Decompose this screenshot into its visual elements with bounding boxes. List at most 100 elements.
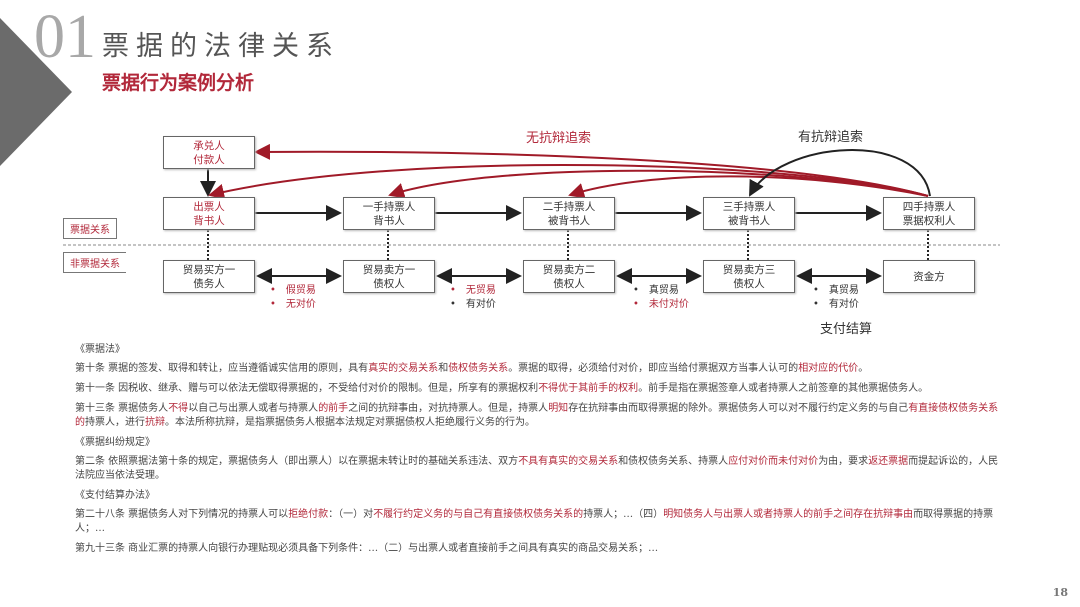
note-item: 有对价 xyxy=(813,298,859,312)
page-title: 票据的法律关系 xyxy=(102,31,340,62)
article-text: 。 xyxy=(858,363,869,374)
seller-1-box: 贸易卖方一 债权人 xyxy=(343,260,435,293)
article-text: 第九十三条 商业汇票的持票人向银行办理贴现必须具备下列条件：…（二）与出票人或者… xyxy=(75,543,659,554)
highlighted-text: 明知债务人与出票人或者持票人的前手之间存在抗辩事由 xyxy=(663,509,914,520)
article-text: 为由，要求 xyxy=(818,456,869,467)
box-line: 承兑人 xyxy=(193,139,225,152)
highlighted-text: 真实的交易关系 xyxy=(368,363,439,374)
highlighted-text: 抗辩 xyxy=(145,417,165,428)
box-line: 出票人 xyxy=(193,200,225,213)
box-line: 三手持票人 xyxy=(722,200,776,213)
gap-note-2: 无贸易有对价 xyxy=(450,284,496,312)
law-article: 第十一条 因税收、继承、赠与可以依法无偿取得票据的，不受给付对价的限制。但是，所… xyxy=(75,382,1000,396)
highlighted-text: 明知 xyxy=(548,403,569,414)
box-line: 债权人 xyxy=(553,277,585,290)
note-item: 真贸易 xyxy=(813,284,859,298)
note-item: 无贸易 xyxy=(450,284,496,298)
law-source-title: 《票据法》 xyxy=(75,344,125,355)
article-text: 。本法所称抗辩，是指票据债务人根据本法规定对票据债权人拒绝履行义务的行为。 xyxy=(165,417,535,428)
article-text: 第二十八条 票据债务人对下列情况的持票人可以 xyxy=(75,509,289,520)
highlighted-text: 返还票据 xyxy=(868,456,909,467)
box-line: 付款人 xyxy=(193,153,225,166)
box-line: 四手持票人 xyxy=(902,200,956,213)
highlighted-text: 相对应的代价 xyxy=(798,363,859,374)
highlighted-text: 不得 xyxy=(168,403,189,414)
section-number: 01 xyxy=(34,3,96,71)
gap-note-1: 假贸易无对价 xyxy=(270,284,316,312)
non-bill-relation-label: 非票据关系 xyxy=(63,252,126,273)
highlighted-text: 不具有真实的交易关系 xyxy=(518,456,619,467)
article-text: 而取得票据的持票人；… xyxy=(75,509,994,534)
holder-4-box: 四手持票人 票据权利人 xyxy=(883,197,975,230)
holder-2-box: 二手持票人 被背书人 xyxy=(523,197,615,230)
highlighted-text: 债权债务关系 xyxy=(448,363,509,374)
no-defense-recourse-label: 无抗辩追索 xyxy=(526,131,592,146)
law-article: 第九十三条 商业汇票的持票人向银行办理贴现必须具备下列条件：…（二）与出票人或者… xyxy=(75,542,1000,556)
diagram-connectors xyxy=(63,143,1000,284)
article-text: ：（一）对 xyxy=(328,509,374,520)
law-excerpts: 《票据法》第十条 票据的签发、取得和转让，应当遵循诚实信用的原则，具有真实的交易… xyxy=(75,343,1000,562)
article-text: 。前手是指在票据签章人或者持票人之前签章的其他票据债务人。 xyxy=(638,383,929,394)
gap-note-4: 真贸易有对价 xyxy=(813,284,859,312)
holder-3-box: 三手持票人 被背书人 xyxy=(703,197,795,230)
note-item: 真贸易 xyxy=(633,284,689,298)
note-item: 有对价 xyxy=(450,298,496,312)
buyer-box: 贸易买方一 债务人 xyxy=(163,260,255,293)
highlighted-text: 应付对价而未付对价 xyxy=(728,456,819,467)
box-line: 债权人 xyxy=(373,277,405,290)
decorative-triangle xyxy=(0,18,72,166)
box-line: 贸易卖方一 xyxy=(362,263,416,276)
box-line: 二手持票人 xyxy=(542,200,596,213)
page-subtitle: 票据行为案例分析 xyxy=(102,72,255,94)
highlighted-text: 有直接债权债务关系的 xyxy=(75,403,999,428)
bill-relation-label: 票据关系 xyxy=(63,218,117,239)
box-line: 贸易买方一 xyxy=(182,263,236,276)
article-text: 以自己与出票人或者与持票人 xyxy=(188,403,319,414)
article-text: 和债权债务关系、持票人 xyxy=(618,456,729,467)
note-item: 假贸易 xyxy=(270,284,316,298)
box-line: 被背书人 xyxy=(548,214,590,227)
page-number: 18 xyxy=(1052,586,1068,599)
article-text: 和 xyxy=(438,363,449,374)
box-line: 债务人 xyxy=(193,277,225,290)
article-text: 第十条 票据的签发、取得和转让，应当遵循诚实信用的原则，具有 xyxy=(75,363,369,374)
box-line: 被背书人 xyxy=(728,214,770,227)
holder-1-box: 一手持票人 背书人 xyxy=(343,197,435,230)
box-line: 背书人 xyxy=(373,214,405,227)
highlighted-text: 的前手 xyxy=(318,403,349,414)
box-line: 债权人 xyxy=(733,277,765,290)
box-line: 一手持票人 xyxy=(362,200,416,213)
box-line: 贸易卖方三 xyxy=(722,263,776,276)
seller-2-box: 贸易卖方二 债权人 xyxy=(523,260,615,293)
law-source-title: 《支付结算办法》 xyxy=(75,490,155,501)
funder-box: 资金方 xyxy=(883,260,975,293)
box-line: 背书人 xyxy=(193,214,225,227)
article-text: 持票人，进行 xyxy=(85,417,145,428)
box-line: 资金方 xyxy=(913,270,945,283)
drawer-box: 出票人 背书人 xyxy=(163,197,255,230)
article-text: 。票据的取得，必须给付对价，即应当给付票据双方当事人认可的 xyxy=(508,363,799,374)
law-source-title: 《票据纠纷规定》 xyxy=(75,437,155,448)
law-article: 第二条 依照票据法第十条的规定，票据债务人（即出票人）以在票据未转让时的基础关系… xyxy=(75,455,1000,483)
note-item: 未付对价 xyxy=(633,298,689,312)
seller-3-box: 贸易卖方三 债权人 xyxy=(703,260,795,293)
article-text: 第二条 依照票据法第十条的规定，票据债务人（即出票人）以在票据未转让时的基础关系… xyxy=(75,456,519,467)
vertical-dotted-links xyxy=(207,230,929,260)
box-line: 票据权利人 xyxy=(902,214,956,227)
article-text: 之间的抗辩事由，对抗持票人。但是，持票人 xyxy=(348,403,549,414)
highlighted-text: 不履行约定义务的与自己有直接债权债务关系的 xyxy=(373,509,584,520)
article-text: 第十一条 因税收、继承、赠与可以依法无偿取得票据的，不受给付对价的限制。但是，所… xyxy=(75,383,539,394)
acceptor-payer-box: 承兑人 付款人 xyxy=(163,136,255,169)
note-item: 无对价 xyxy=(270,298,316,312)
gap-note-3: 真贸易未付对价 xyxy=(633,284,689,312)
law-article: 第二十八条 票据债务人对下列情况的持票人可以拒绝付款：（一）对不履行约定义务的与… xyxy=(75,508,1000,536)
defense-recourse-arrow xyxy=(749,149,931,197)
article-text: 持票人；…（四） xyxy=(583,509,664,520)
law-article: 第十条 票据的签发、取得和转让，应当遵循诚实信用的原则，具有真实的交易关系和债权… xyxy=(75,362,1000,376)
no-defense-recourse-arrows xyxy=(208,143,929,200)
article-text: 第十三条 票据债务人 xyxy=(75,403,169,414)
settlement-label: 支付结算 xyxy=(820,322,873,337)
defense-recourse-label: 有抗辩追索 xyxy=(798,130,864,145)
box-line: 贸易卖方二 xyxy=(542,263,596,276)
